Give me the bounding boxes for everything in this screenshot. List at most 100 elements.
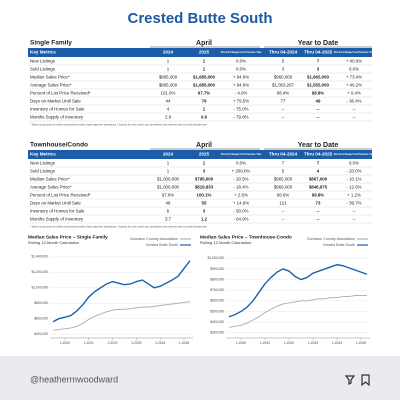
table-cell: -- <box>282 216 285 221</box>
table-cell: 121 <box>279 200 287 205</box>
table-cell: $1,063,267 <box>272 82 295 87</box>
table-cell: 7 <box>317 160 320 165</box>
table-cell: + 94.8% <box>233 82 249 87</box>
header-row <box>28 48 372 57</box>
table-cell: 0.6 <box>201 114 208 119</box>
legend-label: Gunnison Country Association <box>130 237 178 241</box>
header-row <box>28 150 372 159</box>
table-cell: $795,000 <box>195 176 214 181</box>
table-cell: -- <box>353 106 356 111</box>
x-tick-label: 1-2025 <box>356 341 366 345</box>
table-cell: + 1.2% <box>347 192 361 197</box>
table-cell: - 20.5% <box>233 176 248 181</box>
table-cell: 0.0% <box>236 160 246 165</box>
table-cell: - 39.7% <box>346 200 361 205</box>
period-heading: Year to Date <box>298 40 339 47</box>
table-cell: 1 <box>203 160 206 165</box>
table-cell: $965,000 <box>274 176 293 181</box>
table-cell: $969,000 <box>274 184 293 189</box>
table-heading: Townhouse/Condo <box>30 142 88 149</box>
handle[interactable]: @heathermwoodward <box>30 374 118 384</box>
y-tick-label: $300,000 <box>210 331 224 335</box>
table-cell: 97.7% <box>198 90 211 95</box>
column-header: Thru 04-2024 <box>269 152 298 157</box>
footer-bar <box>0 356 400 400</box>
column-header: Thru 04-2025 <box>304 152 333 157</box>
table-cell: -- <box>282 114 285 119</box>
footnote: * Does not account for seller concession… <box>30 225 208 229</box>
x-tick-label: 1-2024 <box>332 341 342 345</box>
table-cell: - 20.0% <box>346 168 361 173</box>
table-cell: Percent of List Price Received* <box>30 192 91 197</box>
column-header: Percent Change from Previous Year <box>334 51 375 54</box>
table-cell: 44 <box>166 98 171 103</box>
table-cell: 0.0% <box>236 66 246 71</box>
chart-title: Median Sales Price – Townhouse-Condo <box>200 234 292 240</box>
column-header: Thru 04-2024 <box>269 50 298 55</box>
table-cell: $1,000,000 <box>157 184 180 189</box>
table-cell: 3 <box>317 66 320 71</box>
y-tick-label: $700,000 <box>210 288 224 292</box>
table-cell: $865,000 <box>159 82 178 87</box>
table-cell: Median Sales Price* <box>30 74 70 79</box>
table-cell: 1 <box>203 66 206 71</box>
table-cell: 55 <box>202 200 207 205</box>
table-cell: 99.8% <box>312 192 325 197</box>
table-cell: $819,833 <box>195 184 214 189</box>
table-cell: - 36.4% <box>346 98 361 103</box>
table-cell: 98.4% <box>277 90 290 95</box>
table-cell: -- <box>317 208 320 213</box>
filter-icon[interactable] <box>344 375 356 385</box>
x-tick-label: 1-2020 <box>60 341 70 345</box>
table-cell: 3 <box>203 168 206 173</box>
table-cell: 4 <box>317 168 320 173</box>
table-cell: 1 <box>167 160 170 165</box>
x-tick-label: 1-2020 <box>236 341 246 345</box>
table-cell: New Listings <box>30 58 56 63</box>
x-tick-label: 1-2024 <box>155 341 165 345</box>
table-cell: Sold Listings <box>30 66 56 71</box>
chart-subtitle: Rolling 12-Month Calculation <box>28 240 79 245</box>
table-cell: 5 <box>282 168 285 173</box>
period-heading: April <box>196 142 212 149</box>
table-cell: 1 <box>167 168 170 173</box>
table-cell: 2.9 <box>165 114 172 119</box>
y-tick-label: $900,000 <box>210 267 224 271</box>
table-cell: + 79.5% <box>233 98 249 103</box>
bookmark-icon[interactable] <box>361 374 370 387</box>
series-line <box>52 301 191 331</box>
table-cell: $1,555,000 <box>307 82 330 87</box>
column-header: Thru 04-2025 <box>304 50 333 55</box>
table-cell: Median Sales Price* <box>30 176 70 181</box>
bookmark-shape <box>361 374 370 387</box>
table-cell: $1,685,000 <box>193 82 216 87</box>
x-tick-label: 1-2023 <box>131 341 141 345</box>
table-cell: + 2.6% <box>234 192 248 197</box>
table-cell: Inventory of Homes for Sale <box>30 106 85 111</box>
table-cell: New Listings <box>30 160 56 165</box>
table-cell: Months Supply of Inventory <box>30 114 84 119</box>
table-cell: -- <box>353 208 356 213</box>
table-cell: $846,875 <box>309 184 328 189</box>
footnote: * Does not account for seller concession… <box>30 123 208 127</box>
period-heading: Year to Date <box>298 142 339 149</box>
period-heading: April <box>196 40 212 47</box>
table-heading: Single Family <box>30 40 72 47</box>
legend-label: Gunnison Country Association <box>307 237 355 241</box>
table-cell: -- <box>353 216 356 221</box>
table-cell: 100.1% <box>197 192 212 197</box>
table-cell: Average Sales Price* <box>30 82 72 87</box>
x-tick-label: 1-2021 <box>84 341 94 345</box>
x-tick-label: 1-2022 <box>284 341 294 345</box>
y-tick-label: $500,000 <box>210 309 224 313</box>
table-cell: 1 <box>167 66 170 71</box>
table-cell: 77 <box>281 98 286 103</box>
table-cell: 73 <box>316 200 321 205</box>
column-header: Percent Change from Previous Year <box>221 51 262 54</box>
table-cell: 5 <box>282 58 285 63</box>
table-cell: -- <box>317 106 320 111</box>
table-cell: 3 <box>203 208 206 213</box>
table-cell: - 10.1% <box>346 176 361 181</box>
